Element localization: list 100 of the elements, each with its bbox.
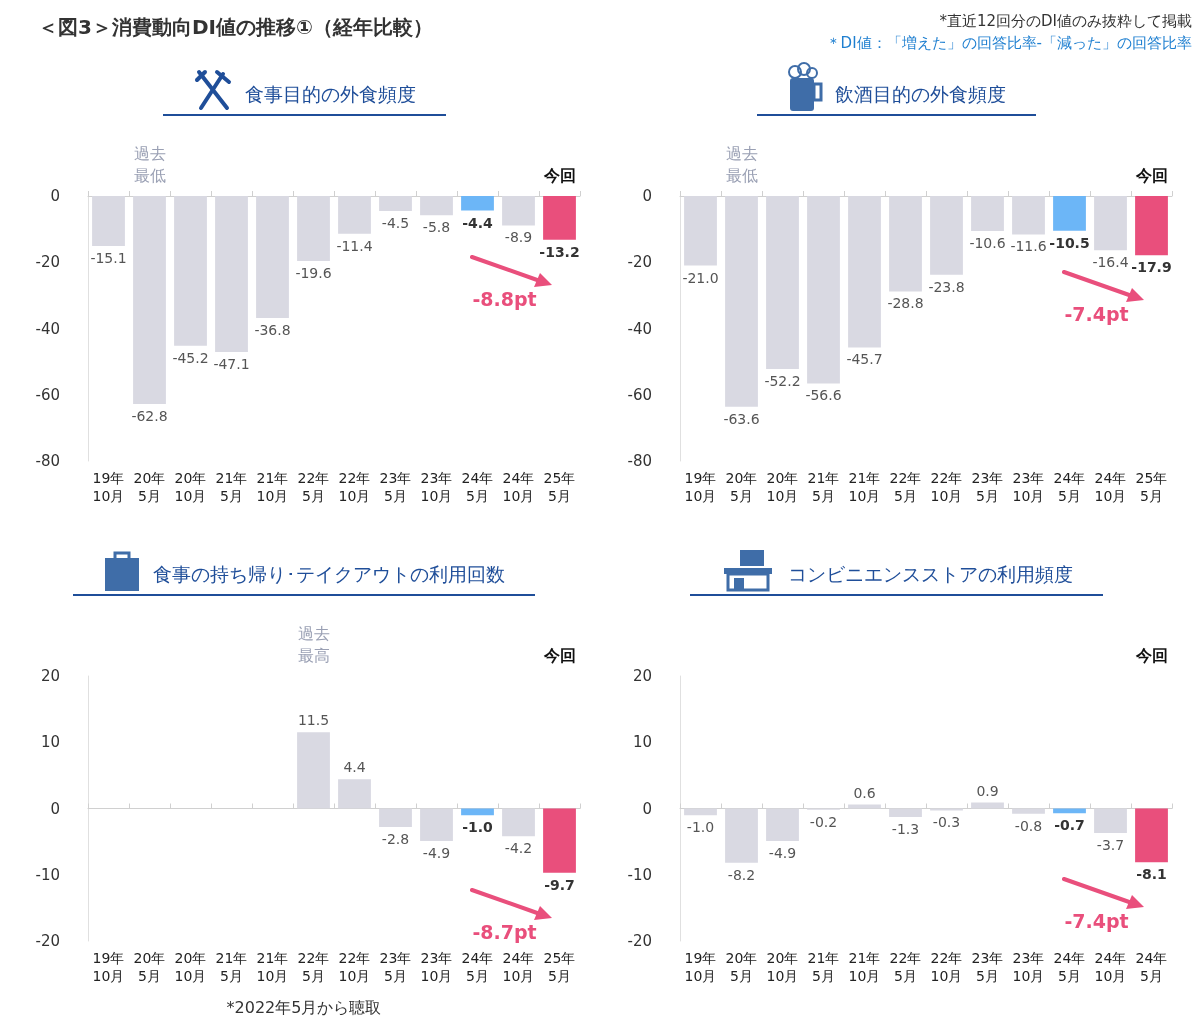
- x-tick-label: 22年 10月: [930, 470, 963, 504]
- data-label: -36.8: [254, 321, 291, 338]
- data-label: -16.4: [1092, 254, 1129, 271]
- y-tick-label: 20: [40, 667, 60, 685]
- x-tick-label: 20年 5月: [725, 950, 758, 984]
- x-tick-label: 23年 10月: [420, 950, 453, 984]
- data-label: 11.5: [297, 712, 330, 729]
- y-tick-label: -60: [627, 385, 652, 404]
- x-tick-label: 22年 10月: [338, 950, 371, 984]
- x-tick-label: 23年 10月: [1012, 950, 1045, 984]
- text: 今回: [542, 645, 576, 665]
- data-label: -8.9: [504, 229, 533, 246]
- x-tick-label: 21年 10月: [256, 470, 289, 504]
- text: 今回: [542, 165, 576, 185]
- data-label: -11.4: [336, 237, 373, 254]
- x-tick-label: 21年 5月: [215, 950, 248, 984]
- x-tick-label: 24年 5月: [1135, 950, 1168, 984]
- x-tick-label: 24年 10月: [1094, 950, 1127, 984]
- x-tick-label: 22年 5月: [889, 950, 922, 984]
- text: ＊DI値：「増えた」の回答比率-「減った」の回答比率: [825, 33, 1192, 54]
- data-label: -0.7: [1054, 817, 1085, 834]
- text: 今回: [1134, 645, 1168, 665]
- data-label: -3.7: [1096, 837, 1125, 854]
- data-label: -11.6: [1010, 238, 1047, 255]
- x-tick-label: 20年 5月: [725, 470, 758, 504]
- y-tick-label: -80: [35, 452, 60, 470]
- y-tick-label: 20: [632, 667, 652, 685]
- text: 今回: [1134, 165, 1168, 185]
- data-label: -1.0: [686, 819, 715, 836]
- data-label: -17.9: [1131, 259, 1172, 276]
- x-tick-label: 25年 5月: [1135, 470, 1168, 504]
- data-label: -47.1: [213, 356, 250, 373]
- data-label: -4.9: [768, 844, 797, 861]
- y-tick-label: -10: [627, 865, 652, 884]
- x-tick-label: 22年 5月: [297, 470, 330, 504]
- data-label: -28.8: [887, 295, 924, 312]
- x-tick-label: 22年 5月: [889, 470, 922, 504]
- data-label: -4.5: [381, 214, 410, 231]
- x-tick-label: 22年 5月: [297, 950, 330, 984]
- data-label: -10.6: [969, 235, 1006, 252]
- data-label: -10.5: [1049, 234, 1090, 251]
- chart-title: 食事目的の外食頻度: [244, 82, 416, 107]
- y-tick-label: 10: [632, 733, 652, 752]
- chart-title: 食事の持ち帰り･テイクアウトの利用回数: [153, 562, 505, 587]
- data-label: -23.8: [928, 278, 965, 295]
- data-label: -2.8: [381, 831, 410, 848]
- data-label: -8.2: [727, 866, 756, 883]
- y-tick-label: 0: [50, 799, 60, 818]
- x-tick-label: 21年 5月: [807, 950, 840, 984]
- y-tick-label: 10: [40, 733, 60, 752]
- y-tick-label: -80: [627, 452, 652, 470]
- data-label: -0.3: [932, 814, 961, 831]
- data-label: -1.0: [462, 819, 494, 836]
- y-tick-label: -20: [627, 253, 652, 272]
- x-tick-label: 25年 5月: [543, 950, 576, 984]
- chart-title: コンビニエンスストアの利用頻度: [787, 562, 1073, 587]
- data-label: -56.6: [805, 387, 842, 404]
- x-tick-label: 24年 5月: [461, 950, 494, 984]
- data-label: -0.8: [1014, 817, 1043, 834]
- y-tick-label: -20: [35, 932, 60, 950]
- x-tick-label: 19年 10月: [684, 470, 717, 504]
- data-label: -13.2: [539, 243, 580, 260]
- data-label: -1.3: [891, 821, 920, 838]
- text: ＜図3＞消費動向DI値の推移①（経年比較）: [38, 14, 433, 41]
- x-tick-label: 23年 5月: [971, 470, 1004, 504]
- data-label: -0.2: [809, 813, 838, 830]
- data-label: -19.6: [295, 264, 332, 281]
- y-tick-label: -40: [627, 319, 652, 338]
- data-label: -21.0: [682, 269, 719, 286]
- text: 過去最低: [133, 143, 166, 185]
- data-label: 0.9: [976, 782, 999, 799]
- x-tick-label: 20年 10月: [174, 470, 207, 504]
- y-tick-label: -60: [35, 385, 60, 404]
- data-label: 4.4: [343, 759, 366, 776]
- x-tick-label: 22年 10月: [930, 950, 963, 984]
- x-tick-label: 24年 5月: [1053, 470, 1086, 504]
- x-tick-label: 24年 10月: [1094, 470, 1127, 504]
- x-tick-label: 23年 10月: [420, 470, 453, 504]
- x-tick-label: 21年 10月: [256, 950, 289, 984]
- text: 過去最低: [725, 143, 758, 185]
- x-tick-label: 21年 10月: [848, 950, 881, 984]
- annotation: -7.4pt: [1063, 303, 1130, 326]
- y-tick-label: -20: [627, 932, 652, 950]
- text: 過去最高: [297, 623, 330, 665]
- y-tick-label: -10: [35, 865, 60, 884]
- x-tick-label: 22年 10月: [338, 470, 371, 504]
- x-tick-label: 20年 5月: [133, 470, 166, 504]
- data-label: -15.1: [90, 250, 127, 267]
- x-tick-label: 24年 5月: [461, 470, 494, 504]
- x-tick-label: 20年 10月: [174, 950, 207, 984]
- data-label: -62.8: [131, 408, 168, 425]
- data-label: -8.1: [1136, 866, 1167, 883]
- x-tick-label: 25年 5月: [543, 470, 576, 504]
- y-tick-label: 0: [642, 799, 652, 818]
- y-tick-label: -40: [35, 319, 60, 338]
- x-tick-label: 24年 10月: [502, 470, 535, 504]
- x-tick-label: 19年 10月: [684, 950, 717, 984]
- data-label: -45.2: [172, 349, 209, 366]
- y-tick-label: -20: [35, 253, 60, 272]
- data-label: -52.2: [764, 372, 801, 389]
